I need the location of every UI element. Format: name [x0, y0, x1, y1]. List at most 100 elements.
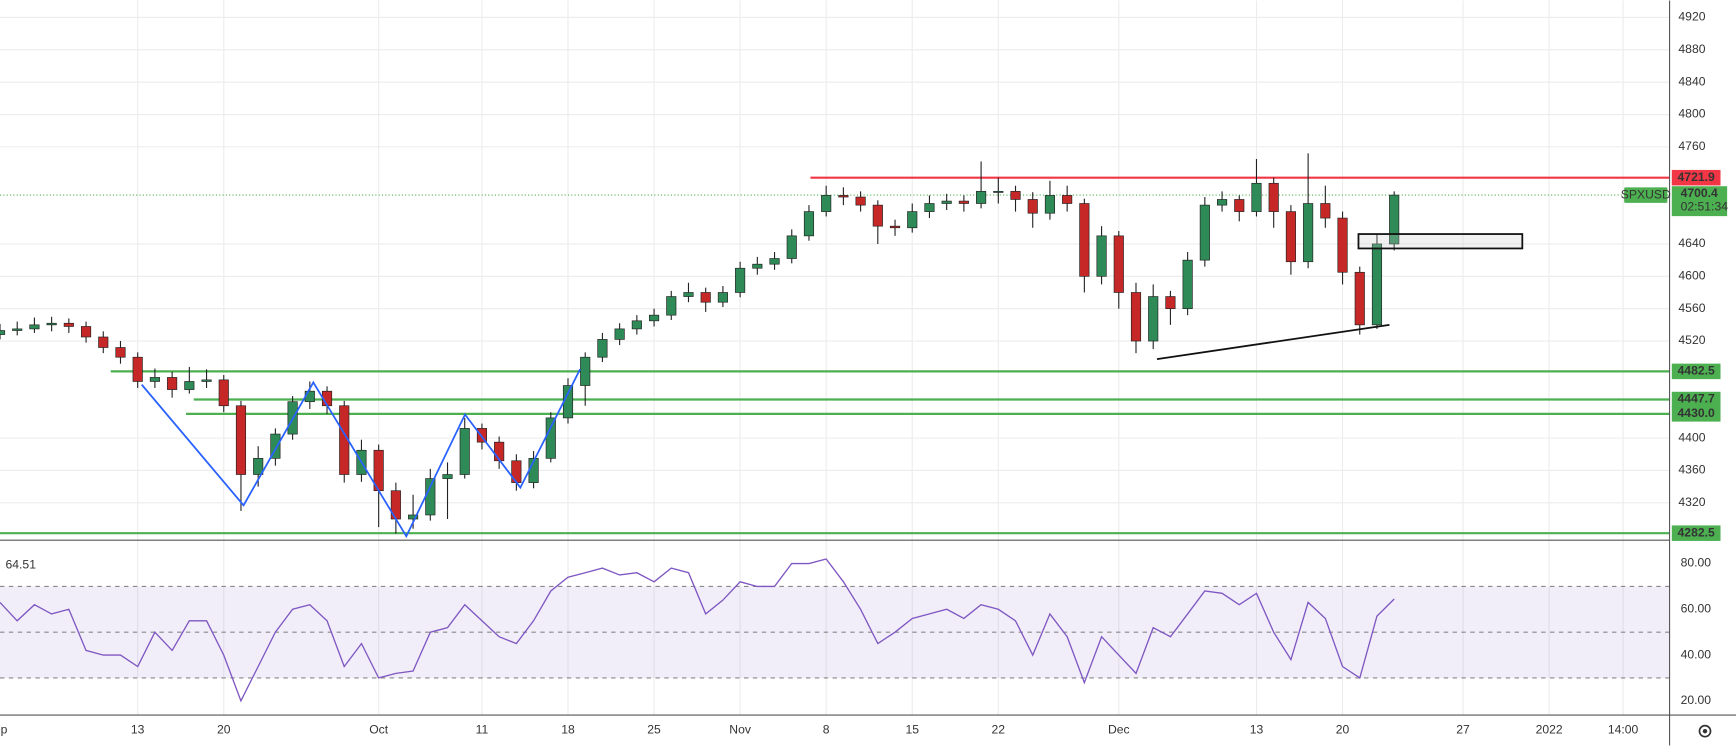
candle-body	[958, 200, 969, 204]
rsi-tick-label: 80.00	[1681, 556, 1712, 570]
candle-body	[631, 320, 642, 330]
candle-body	[976, 191, 987, 204]
y-tick-label: 4600	[1678, 269, 1705, 283]
level-tag	[1671, 169, 1721, 186]
settings-gear[interactable]	[1698, 724, 1712, 738]
candle-body	[476, 428, 488, 443]
rsi-pane	[0, 558, 1670, 703]
candle-body	[597, 339, 608, 358]
y-tick-label: 4400	[1678, 430, 1705, 444]
candle-body	[149, 377, 160, 382]
x-tick-label: 15	[905, 722, 919, 736]
candle-body	[941, 200, 952, 204]
zone-box	[1357, 233, 1524, 250]
candle-body	[0, 330, 6, 335]
candle-body	[683, 292, 694, 297]
x-tick-label: 13	[1250, 722, 1264, 736]
trend-line	[1156, 323, 1390, 361]
rsi-tick-label: 20.00	[1681, 693, 1712, 707]
candle-body	[666, 296, 677, 316]
candle-body	[1148, 296, 1159, 342]
x-tick-label: 20	[1336, 722, 1350, 736]
x-tick-label: 18	[561, 722, 575, 736]
symbol-tag	[1624, 187, 1668, 203]
level-label: 4721.9	[1678, 170, 1715, 184]
candle-body	[924, 203, 935, 212]
candle-body	[545, 417, 556, 459]
candle-body	[425, 478, 436, 516]
candle-body	[786, 235, 797, 259]
level-tag	[1671, 525, 1721, 541]
candle-body	[580, 356, 591, 386]
level-tag	[1671, 363, 1721, 380]
y-tick-label: 4560	[1678, 301, 1705, 315]
level-label: 4282.5	[1678, 525, 1715, 539]
candle-body	[1113, 235, 1124, 293]
candle-body	[1199, 204, 1210, 261]
candle-body	[115, 347, 126, 358]
last-price-label: 4700.4	[1681, 186, 1718, 200]
y-tick-label: 4920	[1678, 10, 1705, 24]
candle-body	[270, 433, 281, 459]
countdown-label: 02:51:34	[1681, 199, 1729, 213]
candle-body	[98, 336, 109, 348]
candle-body	[1027, 199, 1038, 214]
candle-body	[1303, 203, 1314, 263]
y-tick-label: 4760	[1678, 139, 1705, 153]
candle-body	[1182, 259, 1193, 310]
x-tick-label: Sep	[0, 722, 8, 736]
level-tag	[1671, 391, 1721, 408]
y-tick-label: 4800	[1678, 107, 1705, 121]
candle-body	[218, 379, 229, 407]
x-tick-label: 27	[1456, 722, 1470, 736]
settings-icon[interactable]	[1698, 724, 1712, 738]
y-tick-label: 4320	[1678, 495, 1705, 509]
candle-body	[752, 263, 763, 269]
candle-body	[700, 292, 711, 303]
x-tick-label: 22	[992, 722, 1006, 736]
symbol-label: SPXUSD	[1621, 187, 1671, 201]
candle-body	[408, 514, 419, 520]
candle-body	[29, 324, 40, 330]
rsi-tick-label: 60.00	[1681, 602, 1712, 616]
y-tick-label: 4640	[1678, 236, 1705, 250]
candle-body	[889, 225, 901, 229]
candle-body	[1010, 191, 1021, 200]
candle-body	[821, 195, 832, 212]
x-tick-label: 25	[647, 722, 661, 736]
candle-body	[235, 405, 247, 475]
candle-body	[1320, 203, 1331, 219]
candle-body	[907, 211, 918, 229]
level-tag	[1671, 406, 1721, 422]
y-tick-label: 4360	[1678, 463, 1705, 477]
drawings	[141, 233, 1524, 539]
labels: 4320 4360 4400 4520 4560 4600 4640 4760 4800 4840…	[0, 10, 1728, 737]
x-tick-label: Dec	[1108, 722, 1130, 736]
candle-body	[855, 196, 866, 206]
candle-body	[769, 258, 780, 265]
candle-body	[201, 379, 212, 382]
candle-body	[1285, 211, 1296, 263]
candle-body	[80, 326, 92, 338]
candle-body	[1337, 217, 1348, 273]
x-tick-label: 20	[217, 722, 231, 736]
rsi-value: 64.51	[6, 557, 37, 571]
candle-body	[63, 322, 74, 327]
candle-body	[1371, 243, 1383, 326]
zigzag	[141, 368, 581, 539]
settings-gear-center[interactable]	[1702, 728, 1708, 734]
x-tick-label: 14:00	[1608, 722, 1639, 736]
y-tick-label: 4880	[1678, 42, 1705, 56]
x-tick-label: 11	[476, 722, 489, 736]
candle-body	[803, 211, 815, 237]
candle-body	[494, 441, 505, 462]
level-label: 4482.5	[1678, 364, 1715, 378]
candle-body	[1268, 182, 1279, 212]
candles	[0, 153, 1400, 534]
x-tick-label: Oct	[369, 722, 389, 736]
level-label: 4430.0	[1678, 406, 1715, 420]
rsi-tick-label: 40.00	[1681, 647, 1712, 661]
candle-body	[459, 428, 470, 475]
